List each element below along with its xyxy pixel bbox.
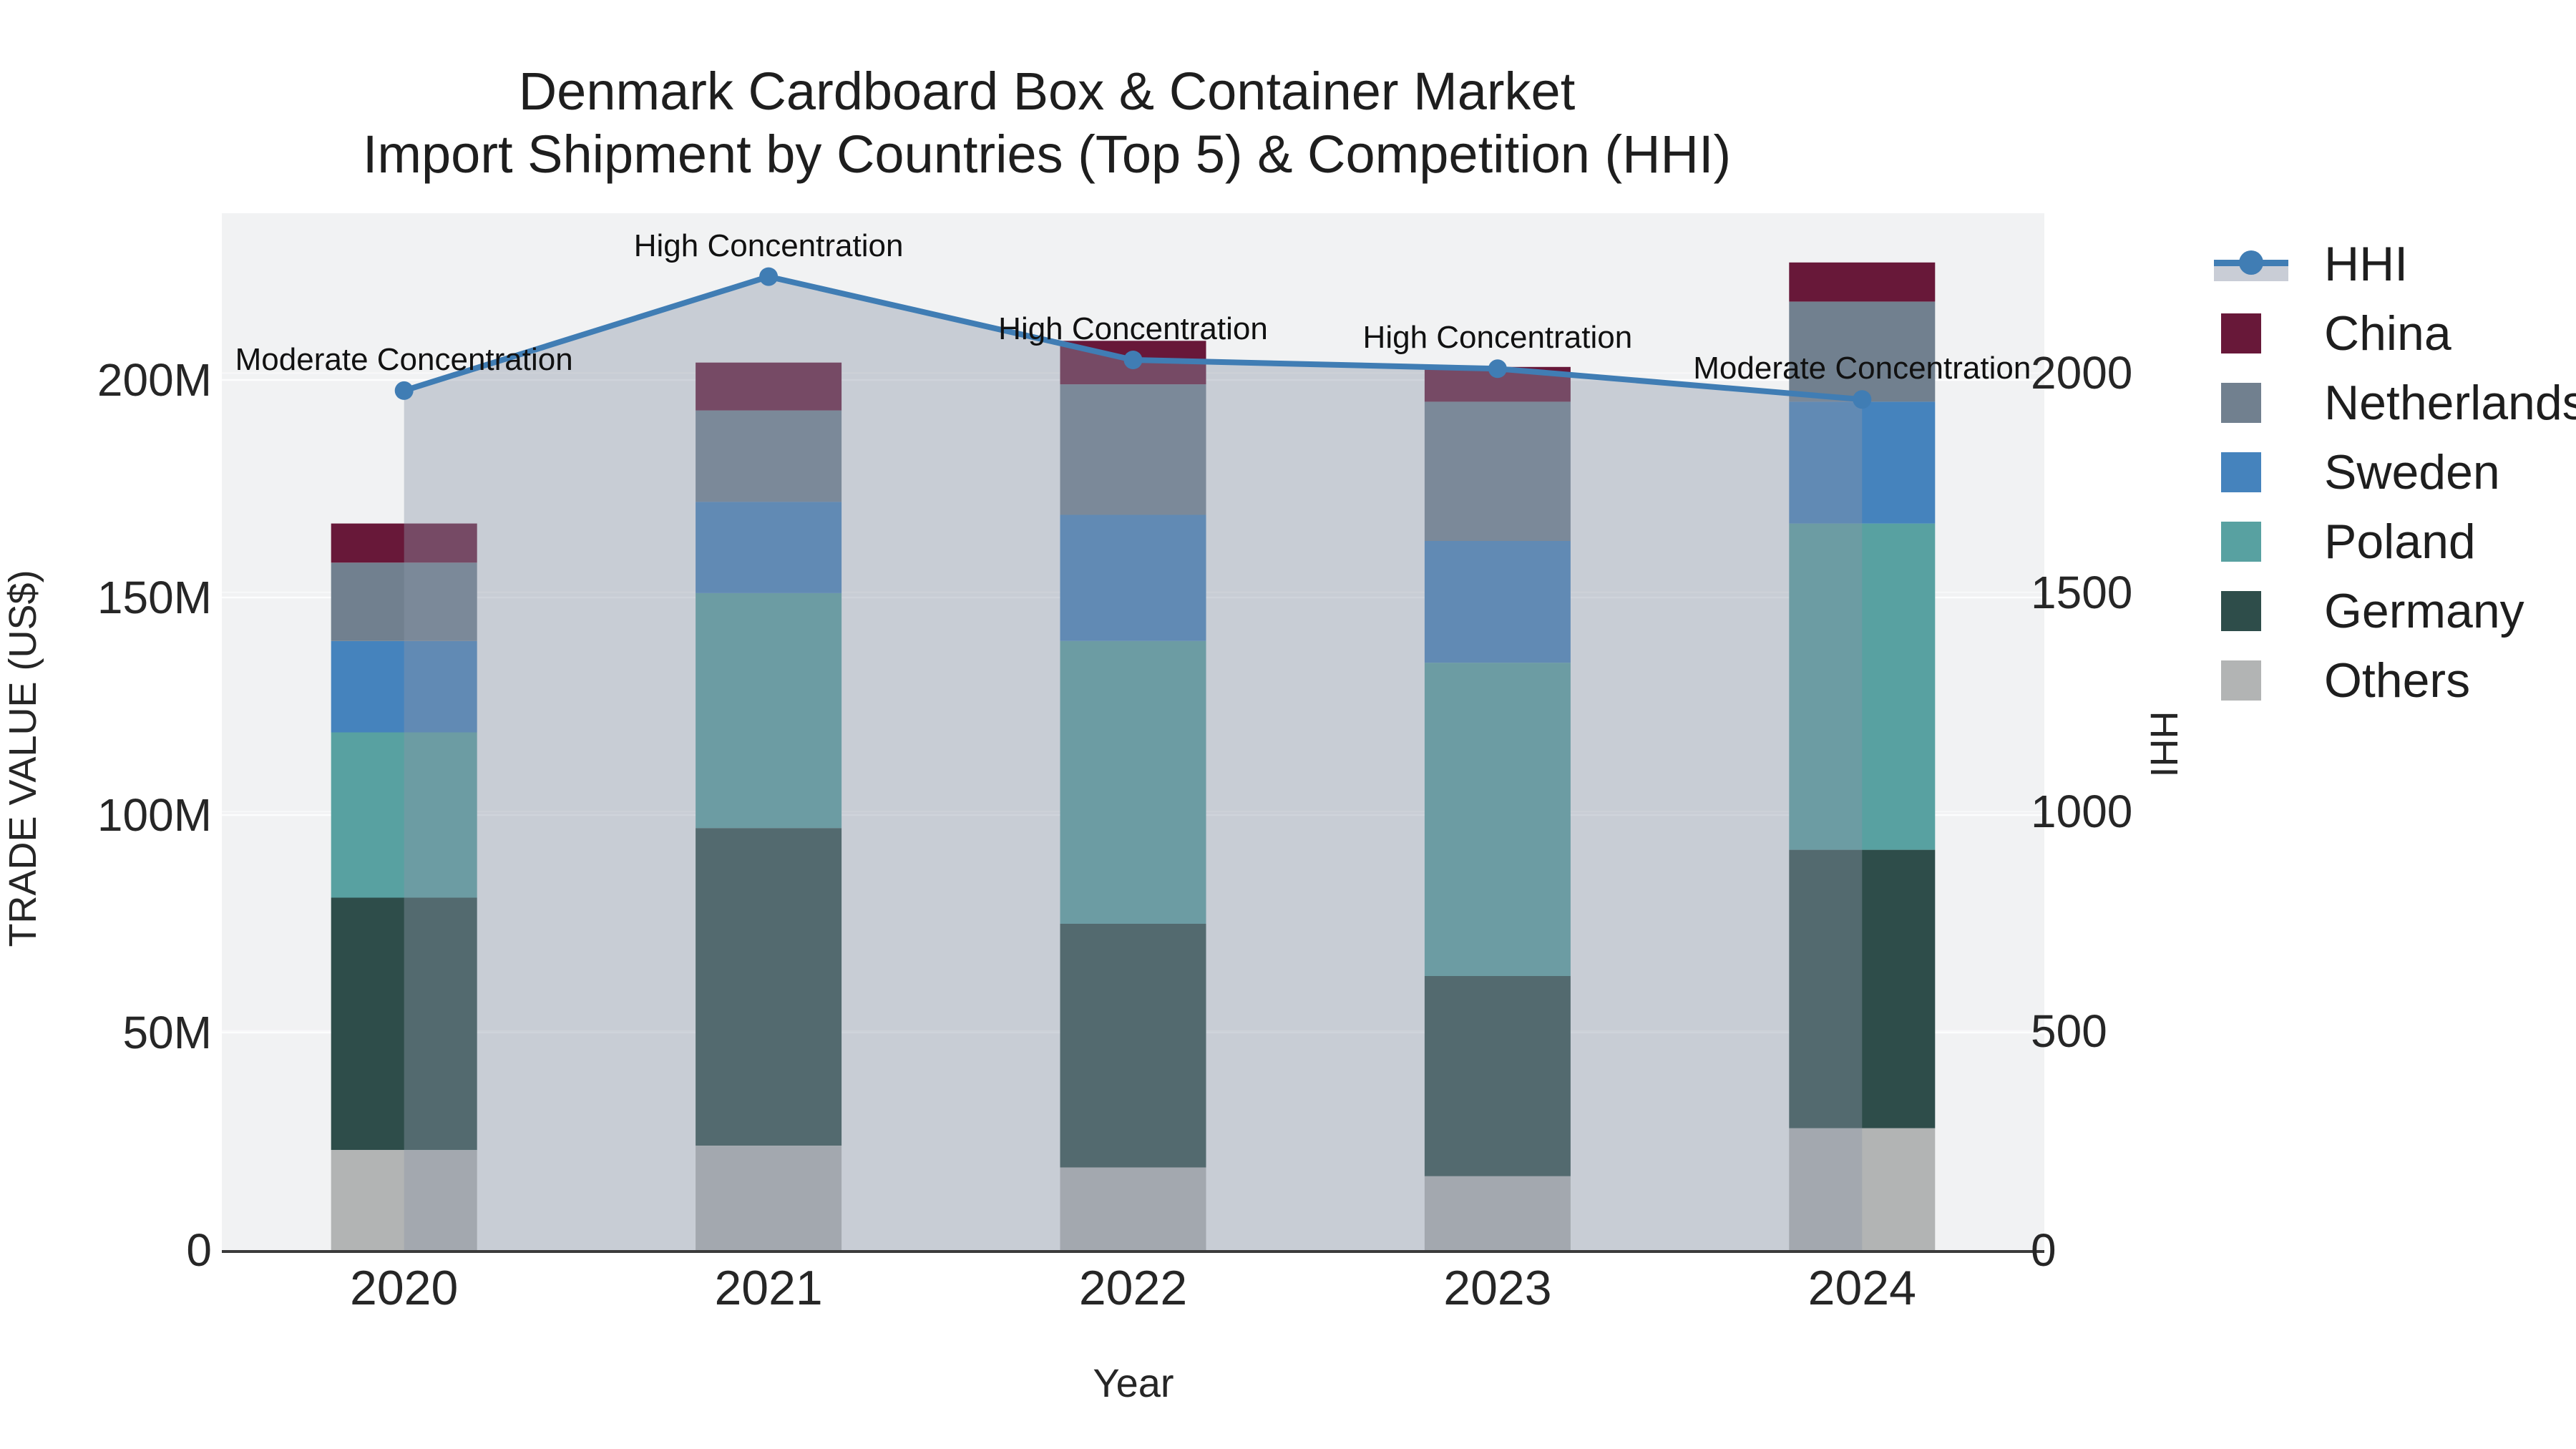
hhi-marker-2023[interactable]: [1488, 359, 1507, 379]
legend-item-china[interactable]: China: [2208, 298, 2576, 368]
x-axis-title: Year: [1093, 1360, 1174, 1405]
bar-segment-poland-2023[interactable]: [1424, 663, 1571, 976]
legend-marker-sweden: [2208, 452, 2316, 492]
chart-title: Denmark Cardboard Box & Container Market…: [363, 60, 1731, 186]
x-tick-2021: 2021: [714, 1261, 823, 1315]
legend-marker-germany: [2208, 590, 2316, 631]
hhi-area-fill: [404, 276, 1863, 1251]
legend-item-others[interactable]: Others: [2208, 645, 2576, 715]
chart-title-line1: Denmark Cardboard Box & Container Market: [518, 62, 1576, 121]
legend: HHI China Netherlands Sweden Poland Germ…: [2208, 229, 2576, 715]
annotation-2023: High Concentration: [1362, 320, 1633, 356]
chart-title-line2: Import Shipment by Countries (Top 5) & C…: [362, 125, 1732, 184]
legend-marker-others: [2208, 660, 2316, 701]
bar-segment-others-2024[interactable]: [1789, 1128, 1936, 1250]
legend-marker-poland: [2208, 521, 2316, 562]
bar-segment-china-2024[interactable]: [1789, 262, 1936, 302]
x-tick-2022: 2022: [1078, 1261, 1188, 1315]
y-left-axis-title: TRADE VALUE (US$): [1, 570, 44, 947]
hhi-marker-2021[interactable]: [759, 267, 779, 286]
bar-segment-germany-2023[interactable]: [1424, 976, 1571, 1176]
y-left-tick: 100M: [97, 789, 212, 841]
x-tick-2024: 2024: [1807, 1261, 1916, 1315]
y-right-axis-title: HHI: [2142, 711, 2185, 778]
legend-swatch-icon: [2221, 521, 2261, 562]
bar-segment-germany-2021[interactable]: [696, 828, 842, 1146]
bar-segment-others-2020[interactable]: [331, 1150, 477, 1250]
hhi-legend-sample-icon: [2214, 244, 2288, 284]
legend-label-hhi: HHI: [2324, 236, 2409, 291]
y-left-tick: 50M: [122, 1007, 213, 1058]
bar-segment-poland-2021[interactable]: [696, 592, 842, 829]
legend-label-germany: Germany: [2324, 583, 2524, 638]
legend-label-poland: Poland: [2324, 514, 2476, 569]
hhi-marker-2022[interactable]: [1123, 351, 1143, 369]
bar-segment-others-2022[interactable]: [1060, 1167, 1206, 1251]
bar-segment-germany-2022[interactable]: [1060, 924, 1206, 1168]
bar-segment-sweden-2022[interactable]: [1060, 514, 1206, 641]
bar-segment-sweden-2021[interactable]: [696, 502, 842, 593]
bar-segment-others-2021[interactable]: [696, 1146, 842, 1250]
annotation-2021: High Concentration: [633, 228, 904, 263]
legend-swatch-icon: [2221, 382, 2261, 423]
y-left-tick: 0: [186, 1224, 212, 1276]
bar-segment-sweden-2024[interactable]: [1789, 401, 1936, 524]
y-left-tick: 200M: [97, 354, 212, 406]
legend-item-hhi[interactable]: HHI: [2208, 229, 2576, 298]
bar-segment-netherlands-2022[interactable]: [1060, 384, 1206, 515]
bar-segment-china-2020[interactable]: [331, 523, 477, 563]
x-tick-2020: 2020: [350, 1261, 459, 1315]
y-left-tick: 150M: [97, 572, 212, 623]
y-right-tick: 500: [2031, 1005, 2107, 1057]
hhi-marker-2020[interactable]: [394, 381, 414, 400]
legend-marker-china: [2208, 313, 2316, 353]
bar-segment-china-2021[interactable]: [696, 362, 842, 411]
bar-segment-poland-2024[interactable]: [1789, 523, 1936, 850]
legend-swatch-icon: [2221, 452, 2261, 492]
bar-segment-germany-2020[interactable]: [331, 897, 477, 1151]
bar-segment-netherlands-2021[interactable]: [696, 410, 842, 502]
hhi-marker-2024[interactable]: [1853, 390, 1872, 409]
legend-item-netherlands[interactable]: Netherlands: [2208, 368, 2576, 437]
bar-segment-netherlands-2020[interactable]: [331, 562, 477, 641]
bar-segment-poland-2022[interactable]: [1060, 640, 1206, 924]
bar-segment-netherlands-2024[interactable]: [1789, 301, 1936, 402]
y-right-tick: 1500: [2031, 566, 2133, 618]
annotation-2020: Moderate Concentration: [235, 341, 573, 377]
legend-swatch-icon: [2221, 660, 2261, 701]
bar-segment-sweden-2020[interactable]: [331, 640, 477, 733]
y-right-tick: 2000: [2031, 347, 2133, 399]
bar-segment-others-2023[interactable]: [1424, 1176, 1571, 1250]
y-right-tick: 1000: [2031, 786, 2133, 838]
legend-item-sweden[interactable]: Sweden: [2208, 437, 2576, 507]
legend-marker-hhi: [2208, 244, 2316, 284]
y-right-tick: 0: [2031, 1224, 2057, 1276]
bar-segment-netherlands-2023[interactable]: [1424, 401, 1571, 541]
bar-segment-poland-2020[interactable]: [331, 732, 477, 898]
bar-segment-germany-2024[interactable]: [1789, 849, 1936, 1128]
x-tick-2023: 2023: [1443, 1261, 1552, 1315]
legend-item-germany[interactable]: Germany: [2208, 576, 2576, 645]
legend-label-sweden: Sweden: [2324, 444, 2500, 499]
legend-swatch-icon: [2221, 313, 2261, 353]
legend-label-china: China: [2324, 306, 2451, 361]
annotation-2024: Moderate Concentration: [1693, 351, 2031, 386]
legend-swatch-icon: [2221, 590, 2261, 631]
legend-label-others: Others: [2324, 653, 2471, 708]
legend-label-netherlands: Netherlands: [2324, 375, 2576, 430]
bar-segment-sweden-2023[interactable]: [1424, 541, 1571, 663]
legend-marker-netherlands: [2208, 382, 2316, 423]
annotation-2022: High Concentration: [998, 311, 1268, 347]
legend-item-poland[interactable]: Poland: [2208, 507, 2576, 576]
